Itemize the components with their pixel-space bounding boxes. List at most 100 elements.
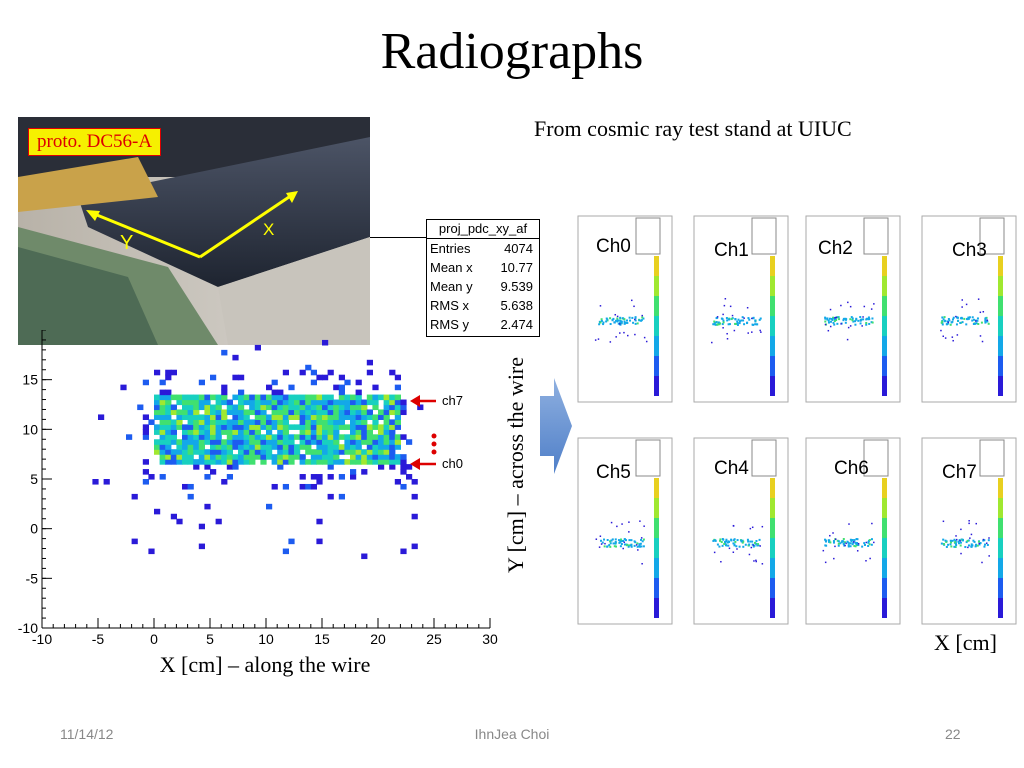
histogram-bin (187, 429, 194, 435)
stats-row: RMS x 5.638 (427, 296, 539, 315)
histogram-bin (165, 449, 172, 455)
histogram-bin (271, 439, 278, 445)
histogram-bin (305, 483, 312, 490)
histogram-bin (389, 409, 396, 416)
histogram-bin (288, 409, 295, 416)
histogram-bin (344, 444, 351, 450)
histogram-bin (176, 459, 183, 465)
hit-bin (975, 322, 978, 325)
hit-bin (634, 318, 636, 321)
histogram-bin (394, 434, 401, 440)
hit-bin (837, 540, 840, 543)
color-scale-segment (998, 256, 1003, 276)
hit-bin (623, 543, 626, 546)
hit-bin (740, 319, 743, 322)
histogram-bin (243, 429, 250, 435)
histogram-bin (193, 409, 200, 416)
histogram-bin (338, 384, 345, 391)
hit-bin (734, 540, 737, 543)
histogram-bin (288, 459, 295, 465)
histogram-bin (176, 399, 183, 406)
histogram-bin (226, 464, 233, 470)
hit-bin (632, 321, 635, 324)
hit-bin (979, 311, 982, 314)
histogram-bin (182, 424, 189, 430)
histogram-bin (400, 548, 407, 555)
histogram-bin (232, 419, 239, 425)
color-scale-segment (654, 598, 659, 618)
histogram-bin (277, 464, 284, 470)
histogram-bin (182, 449, 189, 455)
histogram-bin (226, 409, 233, 416)
hit-bin (842, 540, 845, 543)
histogram-bin (221, 454, 228, 460)
hit-bin (721, 323, 724, 326)
histogram-bin (243, 454, 250, 460)
histogram-bin (277, 454, 284, 460)
histogram-bin (204, 394, 211, 401)
histogram-bin (238, 444, 245, 450)
hit-bin (957, 540, 960, 543)
hit-bin (957, 319, 960, 322)
histogram-bin (372, 424, 379, 430)
histogram-bin (170, 434, 177, 440)
histogram-bin (344, 439, 351, 445)
histogram-bin (327, 424, 334, 430)
histogram-bin (204, 424, 211, 430)
color-scale-segment (770, 518, 775, 538)
color-scale-segment (998, 558, 1003, 578)
histogram-bin (148, 548, 155, 555)
prototype-photo (18, 117, 370, 345)
color-scale-segment (882, 336, 887, 356)
hit-bin (599, 321, 602, 324)
hit-bin (738, 320, 741, 323)
channel-histogram (805, 215, 901, 403)
histogram-bin (249, 454, 256, 460)
hit-bin (600, 543, 603, 545)
hit-bin (606, 318, 609, 321)
hit-bin (981, 561, 983, 564)
hit-bin (862, 318, 865, 321)
histogram-bin (210, 404, 217, 411)
histogram-bin (238, 459, 245, 465)
color-scale-segment (770, 578, 775, 598)
hit-bin (844, 321, 847, 324)
hit-bin (749, 540, 752, 543)
mini-stats-box (863, 217, 889, 255)
stats-value: 10.77 (500, 260, 533, 275)
histogram-bin (260, 394, 267, 401)
histogram-bin (316, 474, 323, 480)
hit-bin (627, 544, 630, 547)
color-scale-segment (654, 538, 659, 558)
histogram-bin (277, 394, 284, 401)
histogram-bin (338, 434, 345, 440)
histogram-bin (215, 394, 222, 401)
histogram-bin (232, 404, 239, 411)
hit-bin (756, 543, 759, 546)
histogram-bin (170, 419, 177, 425)
histogram-bin (176, 424, 183, 430)
histogram-bin (232, 434, 239, 440)
histogram-bin (294, 404, 301, 411)
hit-bin (641, 540, 644, 543)
hit-bin (831, 318, 834, 321)
histogram-bin (266, 384, 273, 391)
histogram-bin (243, 439, 250, 445)
histogram-bin (193, 449, 200, 455)
hit-bin (947, 543, 950, 546)
hit-bin (606, 319, 609, 322)
histogram-bin (338, 394, 345, 401)
histogram-bin (372, 459, 379, 465)
histogram-bin (350, 444, 357, 450)
histogram-bin (394, 439, 401, 445)
hit-bin (976, 317, 979, 320)
hit-bin (733, 544, 736, 547)
histogram-bin (277, 444, 284, 450)
hit-bin (833, 323, 836, 326)
histogram-bin (193, 404, 200, 411)
histogram-bin (322, 339, 329, 346)
histogram-bin (204, 414, 211, 420)
histogram-bin (170, 369, 177, 376)
histogram-bin (400, 434, 407, 440)
hit-bin (623, 320, 626, 323)
